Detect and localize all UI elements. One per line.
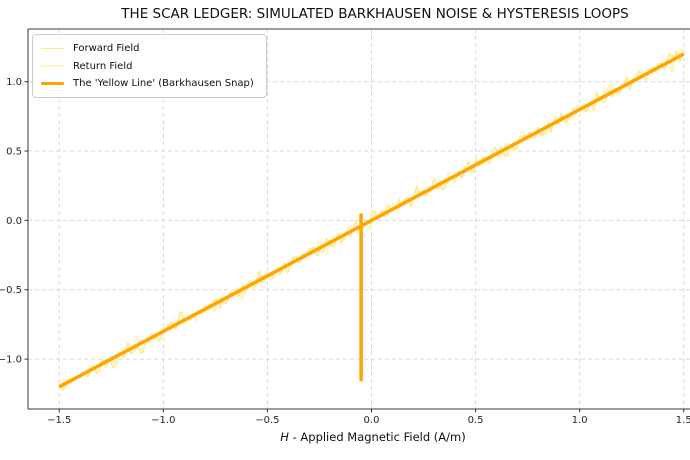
series-yellow-line	[58, 52, 685, 389]
legend-line-swatch-forward-icon	[41, 47, 64, 50]
x-tick-label: −1.5	[47, 415, 71, 426]
legend-label-return-field: Return Field	[73, 60, 133, 72]
legend-line-swatch-return-icon	[41, 65, 64, 67]
x-axis-label: H - Applied Magnetic Field (A/m)	[58, 430, 688, 444]
x-tick-label: 1.0	[572, 415, 588, 426]
legend-item-forward-field: Forward Field	[41, 40, 258, 57]
legend-label-forward-field: Forward Field	[73, 43, 140, 55]
legend-line-swatch-yellow-line-icon	[41, 81, 64, 86]
x-axis-label-text: - Applied Magnetic Field (A/m)	[288, 430, 466, 444]
x-tick-label: −1.0	[151, 415, 175, 426]
legend: Forward Field Return Field The 'Yellow L…	[32, 34, 267, 99]
x-tick-label: 0.0	[364, 415, 380, 426]
x-tick-label: 1.5	[676, 415, 690, 426]
legend-item-yellow-line: The 'Yellow Line' (Barkhausen Snap)	[41, 75, 258, 92]
legend-item-return-field: Return Field	[41, 57, 258, 74]
y-tick-label: −1.0	[0, 355, 22, 366]
y-tick-label: 0.5	[6, 147, 22, 158]
x-tick-label: −0.5	[255, 415, 279, 426]
x-tick-label: 0.5	[468, 415, 484, 426]
y-tick-label: −0.5	[0, 285, 22, 296]
y-tick-label: 1.0	[6, 77, 22, 88]
legend-label-yellow-line: The 'Yellow Line' (Barkhausen Snap)	[73, 77, 254, 89]
chart-title: THE SCAR LEDGER: SIMULATED BARKHAUSEN NO…	[121, 6, 629, 22]
x-axis-label-symbol: H	[280, 430, 289, 444]
y-tick-label: 0.0	[6, 216, 22, 227]
